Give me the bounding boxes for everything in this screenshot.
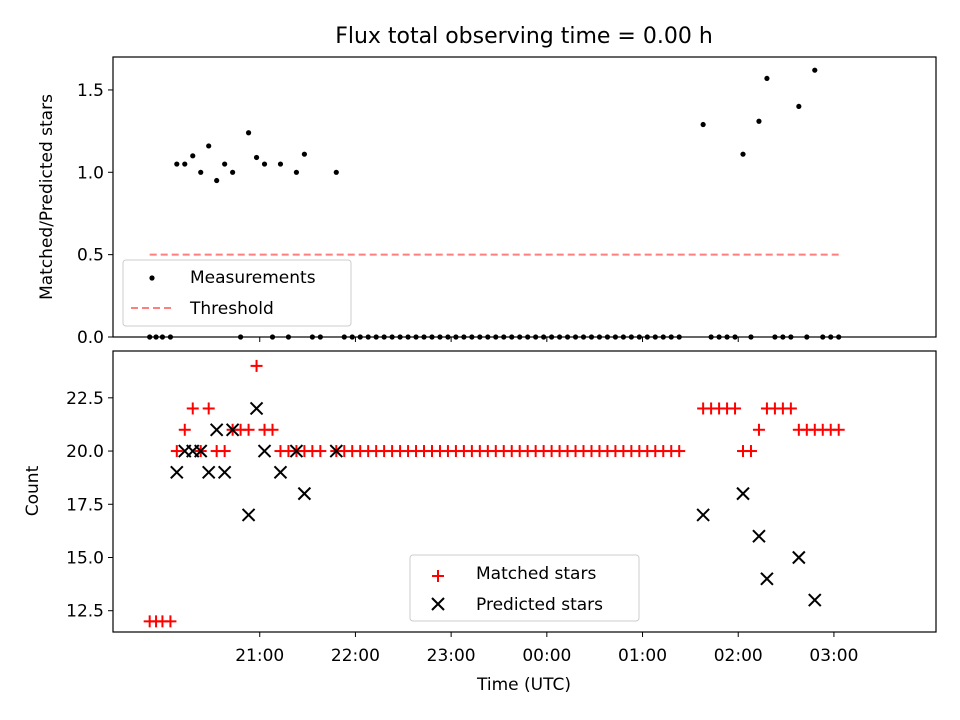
matched-stars-point: [673, 445, 686, 458]
matched-stars-point: [186, 402, 199, 415]
predicted-stars-point: [194, 444, 208, 458]
predicted-stars-point: [736, 486, 750, 501]
measurement-point: [261, 161, 268, 167]
measurement-point: [333, 169, 339, 175]
predicted-stars-point: [696, 508, 710, 522]
predicted-stars-point: [257, 444, 272, 458]
legend-predicted-label: Predicted stars: [476, 595, 603, 615]
matched-stars-point: [242, 423, 255, 436]
bottom-x-tick-label: 21:00: [235, 646, 284, 666]
bottom-y-tick-label: 20.0: [66, 442, 104, 462]
top-y-axis-label: Matched/Predicted stars: [37, 94, 57, 300]
legend-threshold-label: Threshold: [189, 299, 274, 319]
bottom-y-ticks: 12.5 15.0 17.5 20.0 22.5: [66, 389, 113, 622]
measurement-point: [796, 103, 802, 110]
measurement-point: [214, 177, 220, 184]
bottom-x-axis-label: Time (UTC): [476, 675, 571, 695]
bottom-legend: Matched stars Predicted stars: [409, 554, 640, 622]
bottom-x-tick-label: 02:00: [714, 646, 763, 666]
legend-matched-marker: [432, 570, 444, 582]
measurement-point: [206, 143, 212, 149]
predicted-stars-point: [209, 423, 224, 437]
legend-predicted-marker: [431, 597, 445, 611]
top-legend: Measurements Threshold: [122, 259, 352, 327]
measurement-point: [277, 161, 284, 167]
predicted-stars-point: [792, 550, 806, 565]
measurement-point: [764, 75, 770, 82]
measurement-point: [222, 161, 228, 167]
matched-stars-point: [178, 423, 191, 436]
measurement-point: [740, 151, 746, 157]
matched-stars-point: [744, 445, 757, 458]
top-axes-frame: [112, 56, 937, 338]
measurement-point: [174, 161, 180, 167]
predicted-stars-point: [217, 465, 232, 480]
legend-matched-label: Matched stars: [476, 564, 596, 584]
measurement-point: [245, 130, 252, 136]
measurement-point: [812, 67, 818, 73]
bottom-y-tick-label: 17.5: [66, 495, 104, 515]
top-y-ticks: 0.0 0.5 1.0 1.5: [77, 81, 113, 348]
bottom-y-axis-label: Count: [23, 465, 43, 516]
measurement-point: [301, 151, 307, 157]
measurement-point: [253, 154, 260, 161]
top-y-tick-label: 1.0: [77, 163, 104, 183]
matched-stars-point: [170, 445, 183, 458]
legend-measurements-marker: [149, 275, 155, 281]
bottom-x-tick-label: 00:00: [522, 646, 571, 666]
predicted-stars-point: [329, 444, 343, 458]
measurement-point: [230, 169, 236, 175]
bottom-x-ticks: 21:00 22:00 23:00 00:00 01:00 02:00 03:00: [235, 632, 858, 666]
bottom-x-tick-label: 22:00: [331, 646, 380, 666]
bottom-x-tick-label: 01:00: [618, 646, 667, 666]
measurement-point: [293, 169, 300, 175]
top-y-tick-label: 0.5: [77, 246, 104, 266]
measurement-point: [700, 121, 706, 128]
top-y-tick-label: 1.5: [77, 81, 104, 101]
legend-measurements-label: Measurements: [190, 268, 316, 288]
top-plot-marks: [147, 67, 842, 340]
predicted-stars-point: [201, 465, 216, 480]
measurement-point: [198, 169, 204, 175]
measurement-point: [190, 153, 196, 159]
bottom-y-tick-label: 12.5: [66, 602, 104, 622]
bottom-axes-frame: [112, 350, 937, 633]
matched-stars-point: [218, 445, 231, 458]
predicted-stars-point: [808, 593, 822, 607]
top-x-ticks: [259, 337, 739, 342]
predicted-stars-point: [760, 572, 774, 586]
predicted-stars-point: [273, 465, 288, 480]
bottom-y-tick-label: 22.5: [66, 389, 104, 409]
top-legend-box: [122, 259, 352, 327]
predicted-stars-point: [249, 401, 264, 416]
predicted-stars-point: [297, 486, 312, 501]
predicted-stars-point: [241, 508, 256, 522]
predicted-stars-point: [225, 423, 240, 437]
matched-stars-point: [784, 402, 797, 415]
matched-stars-point: [314, 445, 327, 458]
bottom-x-tick-label: 03:00: [809, 646, 858, 666]
matched-stars-point: [832, 423, 845, 436]
measurement-point: [756, 118, 762, 124]
matched-stars-point: [164, 615, 177, 628]
matched-stars-point: [752, 423, 765, 436]
matched-stars-point: [202, 402, 215, 415]
predicted-stars-point: [752, 529, 766, 543]
top-panel: 0.0 0.5 1.0 1.5 Matched/Predicted stars Mea…: [37, 56, 937, 348]
bottom-plot-marks: [143, 359, 845, 628]
bottom-x-tick-label: 23:00: [427, 646, 476, 666]
bottom-y-tick-label: 15.0: [66, 548, 104, 568]
predicted-stars-point: [170, 465, 184, 480]
matched-stars-point: [729, 402, 742, 415]
bottom-panel: 12.5 15.0 17.5 20.0 22.5 21:00 22:00 23:00 00:0…: [23, 350, 937, 695]
bottom-legend-box: [409, 554, 640, 622]
matched-stars-point: [250, 359, 263, 372]
top-y-tick-label: 0.0: [77, 328, 104, 348]
top-chart-title: Flux total observing time = 0.00 h: [335, 24, 713, 49]
predicted-stars-point: [289, 444, 304, 458]
matched-stars-point: [266, 423, 279, 436]
measurement-point: [182, 161, 188, 167]
